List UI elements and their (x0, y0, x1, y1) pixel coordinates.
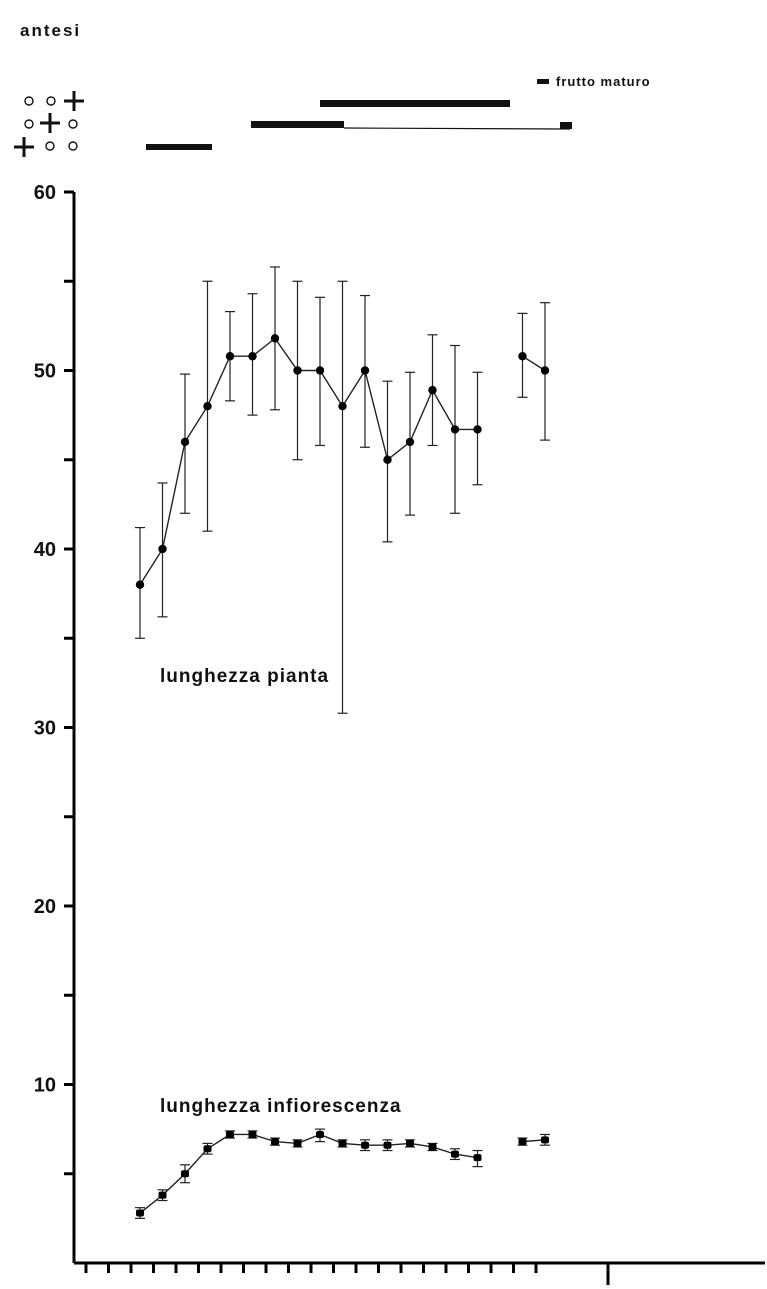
data-point (271, 1138, 279, 1146)
data-point (226, 1130, 234, 1138)
data-point (405, 437, 415, 447)
phase-bars (146, 79, 572, 150)
data-point (136, 1209, 144, 1217)
circle-symbol (24, 96, 34, 106)
data-point (451, 1150, 459, 1158)
y-tick-label: 60 (34, 182, 56, 204)
series-line (139, 1133, 478, 1214)
phase-legend-swatch (537, 79, 549, 84)
data-point (248, 352, 257, 361)
circle-symbol (24, 119, 34, 129)
data-point (158, 544, 167, 554)
data-point (383, 1141, 392, 1149)
y-tick-label: 50 (34, 361, 56, 383)
circle-symbol (68, 141, 78, 151)
data-point (540, 366, 550, 375)
data-point (383, 455, 392, 464)
data-point (406, 1139, 414, 1147)
y-tick-label: 20 (34, 896, 56, 918)
y-tick-label: 10 (34, 1075, 56, 1097)
data-point (270, 334, 280, 343)
data-point (181, 1170, 189, 1178)
data-point (473, 1154, 482, 1162)
y-tick-label: 40 (34, 539, 56, 561)
series-label-lunghezza-pianta: lunghezza pianta (160, 666, 329, 687)
series-line (139, 337, 478, 586)
data-point (203, 402, 212, 411)
data-point (338, 402, 347, 411)
circle-symbol (68, 119, 78, 129)
y-axis-ticks: 10 20 30 40 50 60 (34, 182, 74, 1176)
phase-bar (560, 122, 572, 129)
data-point (316, 1130, 324, 1138)
data-point (518, 352, 527, 361)
data-point (158, 1191, 167, 1199)
series-label-lunghezza-infiorescenza: lunghezza infiorescenza (160, 1096, 402, 1117)
chart-title: antesi (20, 21, 81, 40)
data-point (361, 1141, 369, 1149)
data-point (135, 580, 145, 589)
x-axis-ticks (84, 1263, 610, 1285)
data-point (248, 1130, 257, 1138)
series-line (522, 355, 546, 372)
data-point (428, 1143, 437, 1151)
data-point (450, 425, 460, 434)
circle-symbol (46, 96, 56, 106)
phase-bar (251, 121, 344, 128)
data-point (360, 366, 370, 375)
data-point (180, 437, 190, 447)
data-point (225, 352, 235, 361)
phase-symbols (14, 91, 84, 157)
phase-bar (146, 144, 212, 150)
data-point (541, 1136, 549, 1144)
data-point (428, 385, 437, 395)
series-lunghezza-infiorescenza (135, 1128, 550, 1219)
data-point (473, 425, 482, 434)
phase-bar (320, 100, 510, 107)
circle-symbol (45, 141, 55, 151)
data-point (338, 1139, 347, 1147)
data-point (293, 1139, 302, 1147)
phase-bar-thin (343, 127, 571, 130)
data-point (293, 366, 302, 375)
data-point (518, 1138, 527, 1146)
phase-label-frutto-maturo: frutto maturo (556, 74, 651, 89)
series-lunghezza-pianta (135, 266, 550, 714)
y-tick-label: 30 (34, 718, 56, 740)
data-point (315, 366, 325, 375)
data-point (203, 1145, 212, 1153)
